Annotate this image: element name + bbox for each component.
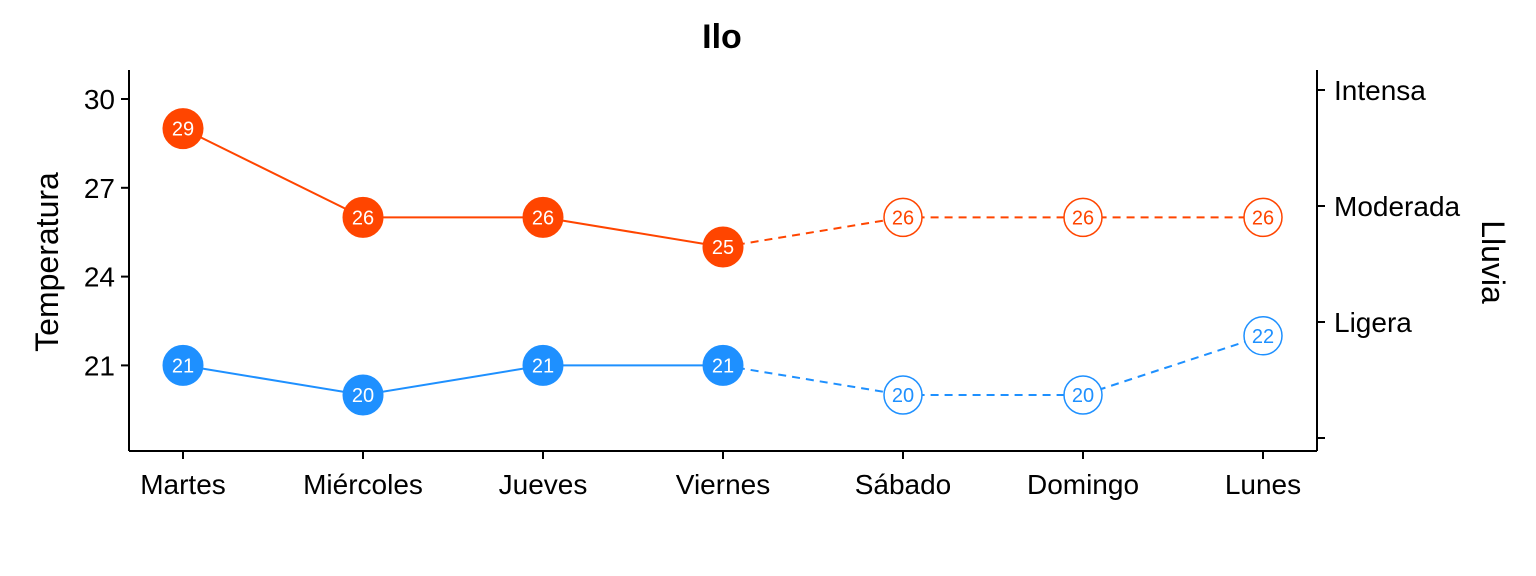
data-point (162, 108, 204, 150)
data-label: 26 (1252, 207, 1274, 229)
series-line-forecast (722, 216, 1263, 248)
data-point (1243, 316, 1283, 356)
chart-title: Ilo (702, 18, 742, 56)
data-label: 21 (712, 355, 734, 377)
x-tick-label: Sábado (855, 469, 952, 500)
y-tick-label: 21 (84, 350, 115, 381)
data-point (1243, 197, 1283, 238)
data-point (342, 196, 384, 238)
data-label: 29 (172, 119, 194, 141)
data-point (702, 226, 744, 268)
data-label: 20 (1072, 385, 1094, 407)
data-label: 20 (892, 385, 914, 407)
data-label: 21 (172, 355, 194, 377)
data-point (162, 344, 204, 386)
data-point (702, 344, 744, 386)
y-tick-label: 24 (84, 262, 115, 293)
y2-tick-label: Ligera (1334, 307, 1412, 338)
data-point (1063, 197, 1103, 238)
y2-axis-title: Lluvia (1475, 220, 1511, 304)
x-tick-label: Miércoles (303, 469, 423, 500)
data-label: 21 (532, 355, 554, 377)
plot-area: 29 26 26 25 26 26 26 21 20 21 21 20 20 22 (162, 108, 1283, 416)
series-line-forecast (722, 334, 1264, 396)
data-label: 26 (892, 207, 914, 229)
data-point (883, 375, 923, 415)
series-0: 29 26 26 25 26 26 26 (162, 108, 1283, 268)
data-point (522, 344, 564, 386)
x-tick-label: Lunes (1225, 469, 1301, 500)
data-point (522, 196, 564, 238)
data-point (883, 197, 923, 238)
data-label: 26 (532, 207, 554, 229)
y-tick-label: 27 (84, 173, 115, 204)
data-label: 20 (352, 385, 374, 407)
data-point (1063, 375, 1103, 415)
series-1: 21 20 21 21 20 20 22 (162, 316, 1283, 416)
data-label: 26 (352, 207, 374, 229)
series-line-observed (182, 127, 724, 248)
series-line-observed (182, 364, 723, 397)
x-tick-label: Jueves (499, 469, 588, 500)
x-tick-label: Martes (140, 469, 226, 500)
y-tick-label: 30 (84, 84, 115, 115)
data-label: 25 (712, 237, 734, 259)
x-tick-label: Viernes (676, 469, 770, 500)
data-point (342, 374, 384, 416)
y2-tick-label: Intensa (1334, 75, 1426, 106)
x-tick-label: Domingo (1027, 469, 1139, 500)
y2-tick-label: Moderada (1334, 191, 1461, 222)
data-label: 22 (1252, 326, 1274, 348)
data-label: 26 (1072, 207, 1094, 229)
y-axis-title: Temperatura (29, 172, 65, 352)
